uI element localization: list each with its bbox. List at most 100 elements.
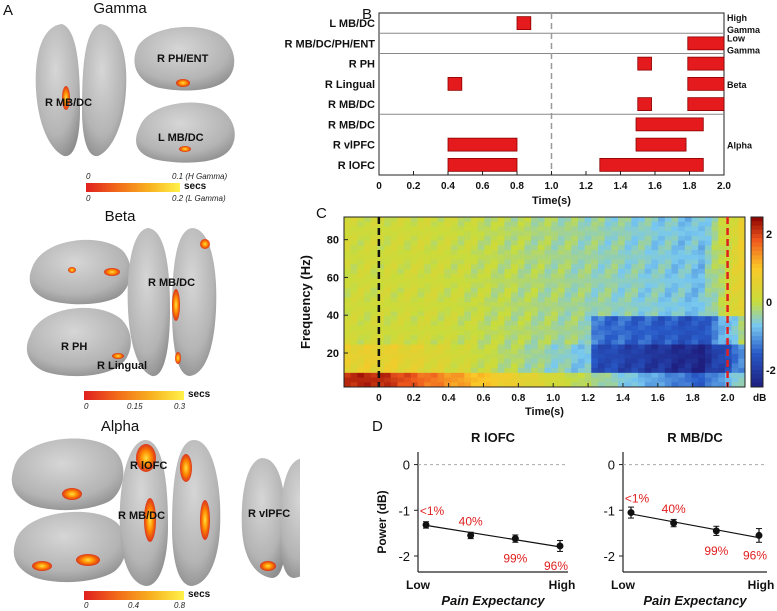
heatmap-cell [464,221,472,227]
heatmap-cell [357,231,365,237]
heatmap-cell [618,335,626,341]
heatmap-cell [611,306,619,312]
heatmap-cell [731,287,739,294]
point-annotation: 96% [743,548,767,562]
heatmap-cell [444,311,452,317]
heatmap-cell [678,339,686,345]
heatmap-cell [597,226,606,232]
heatmap-cell [377,349,385,355]
heatmap-cell [551,372,559,379]
heatmap-cell [704,353,713,360]
heatmap-cell [497,349,505,355]
heatmap-cell [664,297,672,303]
heatmap-cell [430,311,439,317]
heatmap-cell [424,264,432,270]
heatmap-cell [571,287,579,294]
heatmap-cell [437,372,445,379]
heatmap-cell [444,268,452,275]
heatmap-cell [571,302,579,308]
heatmap-cell [577,325,586,331]
heatmap-cell [344,377,352,383]
colorbar-cell [751,327,763,333]
alpha-hotspot [260,561,276,571]
heatmap-cell [651,287,659,294]
heatmap-cell [484,287,492,294]
heatmap-cell [704,339,713,345]
heatmap-cell [350,283,358,289]
heatmap-cell [704,368,713,374]
heatmap-cell [537,297,545,303]
heatmap-cell [457,302,465,308]
heatmap-cell [410,217,419,223]
heatmap-cell [664,311,672,317]
heatmap-cell [537,363,545,369]
heatmap-cell [564,240,572,246]
heatmap-cell [464,268,472,275]
heatmap-cell [417,226,425,232]
gamma-ventral-left-hemisphere [35,24,80,157]
heatmap-cell [738,349,746,355]
heatmap-cell [524,264,532,270]
heatmap-cell [477,283,485,289]
alpha-ventral-left-hemisphere [119,440,168,586]
heatmap-cell [457,240,465,246]
heatmap-cell [370,353,378,360]
heatmap-cell [424,217,432,223]
heatmap-cell [504,377,512,383]
heatmap-cell [604,221,612,227]
heatmap-cell [544,311,552,317]
heatmap-cell [718,259,726,265]
heatmap-cell [698,259,706,265]
heatmap-cell [531,250,539,256]
heatmap-cell [417,330,425,336]
interval-bar [687,36,725,51]
heatmap-cell [611,382,619,388]
heatmap-cell [424,240,432,246]
heatmap-cell [370,264,378,270]
heatmap-cell [684,382,693,388]
heatmap-cell [504,287,512,294]
heatmap-cell [417,320,425,327]
heatmap-cell [511,358,519,364]
heatmap-cell [511,320,519,327]
beta-medial-brain [26,307,131,377]
heatmap-cell [624,221,632,227]
heatmap-cell [517,368,525,374]
heatmap-cell [557,377,566,383]
heatmap-cell [557,344,566,350]
heatmap-cell [464,226,472,232]
heatmap-cell [357,226,365,232]
heatmap-cell [457,292,465,298]
heatmap-cell [611,368,619,374]
heatmap-cell [344,372,352,379]
heatmap-cell [364,226,372,232]
heatmap-cell [444,283,452,289]
heatmap-cell [738,353,746,360]
heatmap-cell [671,316,679,322]
heatmap-cell [384,259,392,265]
x-tick-label: 1.0 [546,393,560,404]
heatmap-cell [531,368,539,374]
heatmap-cell [664,245,672,251]
heatmap-cell [671,235,679,242]
heatmap-cell [450,231,459,237]
heatmap-cell [618,330,626,336]
heatmap-cell [691,363,699,369]
heatmap-cell [417,217,425,223]
heatmap-cell [604,292,612,298]
heatmap-cell [684,226,693,232]
heatmap-cell [377,372,385,379]
heatmap-cell [698,363,706,369]
heatmap-cell [531,245,539,251]
heatmap-cell [504,221,512,227]
heatmap-cell [644,382,652,388]
heatmap-cell [504,372,512,379]
heatmap-cell [711,240,719,246]
heatmap-cell [604,325,612,331]
heatmap-cell [397,278,405,284]
heatmap-cell [537,368,545,374]
heatmap-cell [584,353,592,360]
heatmap-cell [711,278,719,284]
heatmap-cell [397,259,405,265]
heatmap-cell [571,273,579,279]
